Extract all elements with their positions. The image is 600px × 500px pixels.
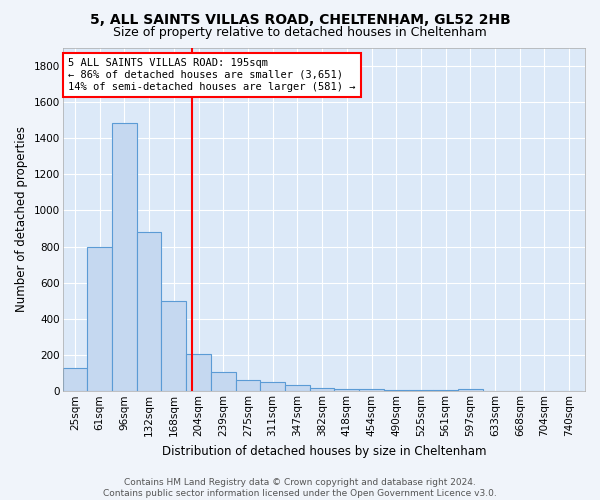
Bar — [334, 388, 359, 392]
Text: 5 ALL SAINTS VILLAS ROAD: 195sqm
← 86% of detached houses are smaller (3,651)
14: 5 ALL SAINTS VILLAS ROAD: 195sqm ← 86% o… — [68, 58, 356, 92]
Bar — [112, 124, 137, 392]
Bar — [310, 388, 334, 392]
Bar — [433, 390, 458, 392]
Bar — [236, 380, 260, 392]
Bar — [62, 368, 87, 392]
Bar — [211, 372, 236, 392]
Bar — [137, 232, 161, 392]
Bar — [260, 382, 285, 392]
Bar — [186, 354, 211, 392]
Bar — [87, 246, 112, 392]
Y-axis label: Number of detached properties: Number of detached properties — [15, 126, 28, 312]
Bar — [161, 301, 186, 392]
Bar — [285, 385, 310, 392]
Text: Size of property relative to detached houses in Cheltenham: Size of property relative to detached ho… — [113, 26, 487, 39]
Text: Contains HM Land Registry data © Crown copyright and database right 2024.
Contai: Contains HM Land Registry data © Crown c… — [103, 478, 497, 498]
Bar — [359, 390, 384, 392]
X-axis label: Distribution of detached houses by size in Cheltenham: Distribution of detached houses by size … — [161, 444, 486, 458]
Bar — [384, 390, 409, 392]
Text: 5, ALL SAINTS VILLAS ROAD, CHELTENHAM, GL52 2HB: 5, ALL SAINTS VILLAS ROAD, CHELTENHAM, G… — [89, 12, 511, 26]
Bar — [458, 389, 483, 392]
Bar — [409, 390, 433, 392]
